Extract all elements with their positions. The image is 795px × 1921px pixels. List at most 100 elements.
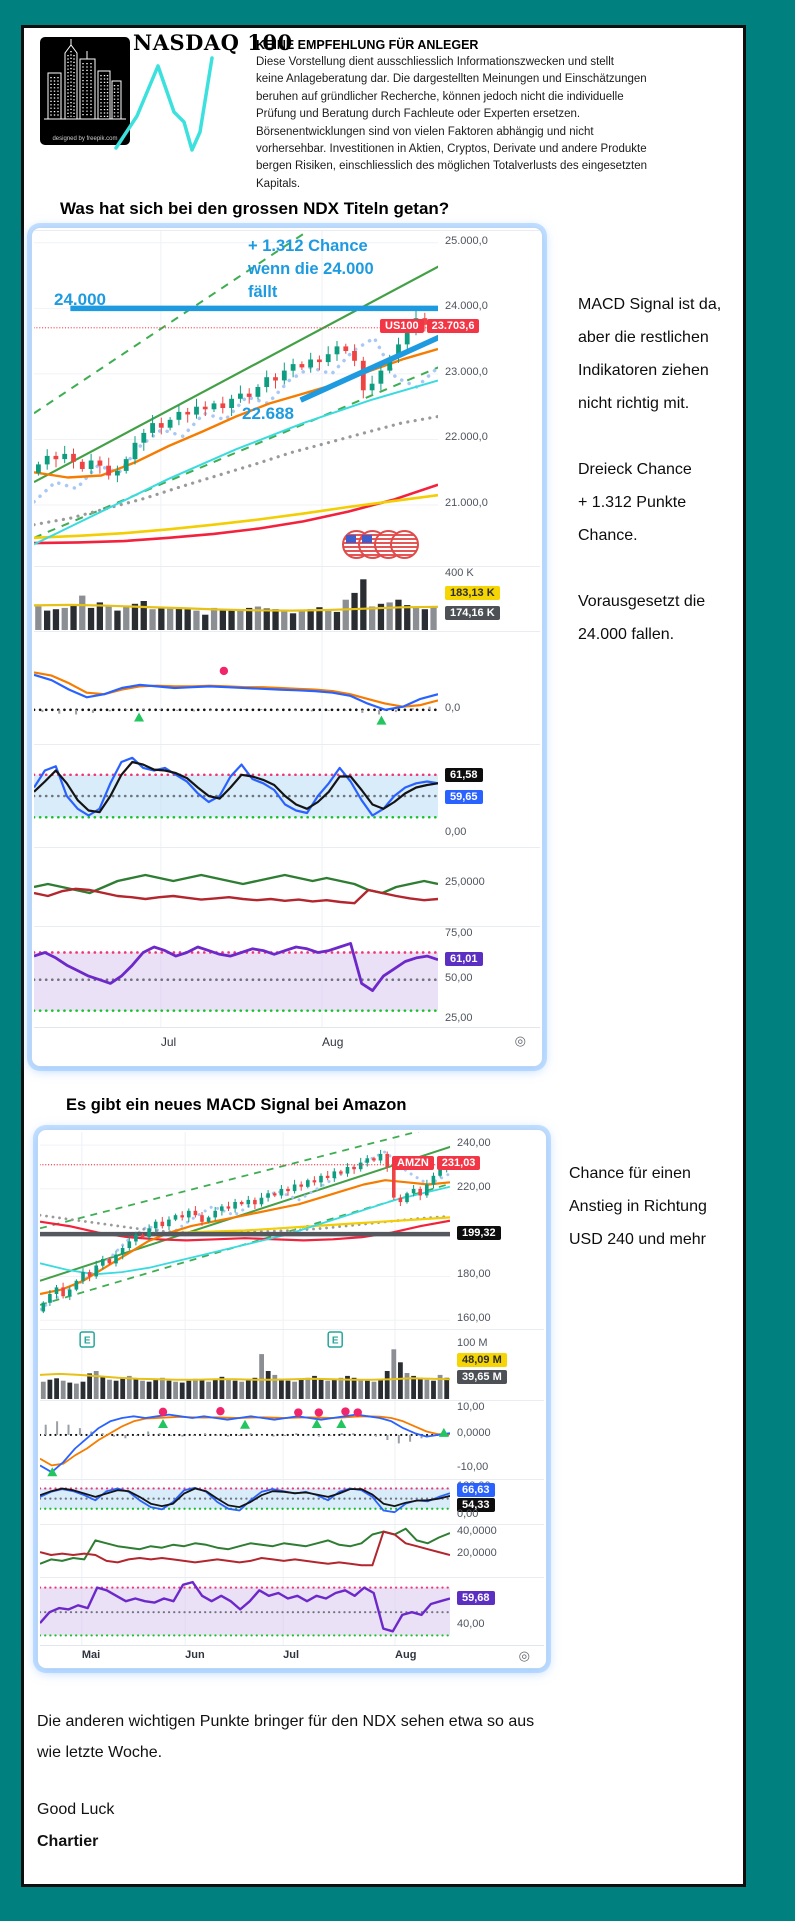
disclaimer: KEINE EMPFEHLUNG FÜR ANLEGER Diese Vorst… [256, 38, 654, 193]
axis-label: 160,00 [457, 1312, 491, 1325]
chart-watermark-icon: ◎ [514, 1033, 526, 1048]
symbol-badge: AMZN [392, 1155, 434, 1170]
text-line: 24.000 fallen. [578, 626, 675, 643]
text-line: Kapitals. [256, 177, 301, 190]
axis-label: 180,00 [457, 1268, 491, 1281]
text-line: keine Anlageberatung dar. Die dargestell… [256, 73, 647, 86]
axis-label: 40,00 [457, 1617, 485, 1630]
text-line: Die anderen wichtigen Punkte bringer für… [37, 1713, 535, 1730]
level-22688-label: 22.688 [242, 404, 294, 423]
text-line: Chance für einen [569, 1165, 691, 1182]
text-line: Prüfung und Beratung durch Fachleute ode… [256, 108, 581, 121]
chart-panel-macd: 10,00 0,0000 -10,00 [40, 1400, 544, 1479]
axis-label: 0,0000 [457, 1426, 491, 1439]
closing-text: Die anderen wichtigen Punkte bringer für… [37, 1706, 637, 1768]
time-axis-label: Mai [81, 1649, 101, 1661]
indicator-value-badge: 59,65 [445, 790, 483, 805]
symbol-price-badge: US100 23.703,6 [380, 318, 480, 333]
chart-panel-macd: 0,0 [34, 631, 540, 744]
axis-label: 10,00 [457, 1401, 485, 1413]
indicator-value-badge: 54,33 [457, 1497, 495, 1512]
author-name: Chartier [37, 1833, 99, 1850]
panel-plot [40, 1525, 450, 1577]
text-line: + 1.312 Punkte [578, 494, 687, 511]
axis-label: 24.000,0 [445, 300, 488, 313]
text-line: bergen Risiken, einschliesslich des mögl… [256, 160, 647, 173]
text-line: Dreieck Chance [578, 461, 692, 478]
text-line: Börsenentwicklungen sind von vielen Fakt… [256, 125, 594, 138]
text-line [578, 552, 753, 585]
text-line: Anstieg in Richtung [569, 1198, 707, 1215]
axis-label: -10,00 [457, 1460, 489, 1473]
axis-label: 100 M [457, 1337, 488, 1350]
text-line: wie letzte Woche. [37, 1744, 163, 1761]
panel-plot [40, 1132, 450, 1329]
axis-label: 22.000,0 [445, 431, 488, 444]
panel-plot [34, 745, 438, 847]
us100-chart: 24.000 + 1.312 Chance wenn die 24.000 fä… [31, 227, 543, 1067]
axis-label: 240,00 [457, 1137, 491, 1150]
time-axis-label: Aug [322, 1035, 344, 1049]
panel-plot [40, 1480, 450, 1524]
section-heading-ndx: Was hat sich bei den grossen NDX Titeln … [60, 199, 450, 218]
indicator-value-badge: 61,01 [445, 951, 483, 966]
text-line: Vorausgesetzt die [578, 593, 706, 610]
axis-label: 25.000,0 [445, 234, 488, 247]
nasdaq-logo: designed by freepik.com [40, 37, 130, 145]
symbol-badge: US100 [380, 318, 424, 333]
panel-plot [34, 632, 438, 744]
indicator-value-badge: 66,63 [457, 1483, 495, 1498]
axis-label: 0,00 [445, 826, 467, 839]
city-skyline-icon [44, 39, 126, 120]
chart-watermark-icon: ◎ [518, 1648, 530, 1663]
logo-credit: designed by freepik.com [52, 136, 118, 142]
time-axis: Jul Aug ◎ [34, 1027, 540, 1064]
panel-plot [40, 1401, 450, 1479]
symbol-price-badge: AMZN 231,03 [392, 1155, 481, 1170]
us-flags-icon [342, 530, 419, 564]
axis-label: 20,0000 [457, 1547, 497, 1560]
commentary-amzn: Chance für einen Anstieg in Richtung USD 2… [569, 1157, 754, 1256]
axis-label: 400 K [445, 567, 474, 579]
indicator-value-badge: 174,16 K [445, 606, 500, 621]
chart-panel-price: 240,00 AMZN 231,03 220,00 199,32 180,00 160,00 [40, 1132, 544, 1329]
text-line: nicht richtig mit. [578, 395, 690, 412]
axis-label: 0,0 [445, 701, 461, 714]
indicator-value-badge: 59,68 [457, 1590, 495, 1605]
text-line [578, 420, 753, 453]
indicator-value-badge: 48,09 M [457, 1352, 507, 1367]
line-chart-icon [114, 56, 214, 152]
chart-panel-adx: 40,0000 20,0000 [40, 1524, 544, 1577]
disclaimer-text: Diese Vorstellung dient ausschliesslich … [256, 54, 654, 193]
text-line: Chance. [578, 527, 638, 544]
indicator-value-badge: 199,32 [457, 1226, 501, 1241]
chart-panel-volume: E E 100 M 48,09 M 39,65 M [40, 1329, 544, 1400]
axis-label: 25,0000 [445, 876, 485, 888]
axis-label: 40,0000 [457, 1525, 497, 1537]
panel-plot [34, 567, 438, 631]
chart-panel-rsi: 59,68 40,00 [40, 1577, 544, 1645]
panel-plot [34, 927, 438, 1027]
time-axis-label: Jul [160, 1035, 177, 1049]
axis-label: 25,00 [445, 1012, 473, 1024]
chart-panel-price: 25.000,0 24.000,0 US100 23.703,6 23.000,0 22.… [34, 230, 540, 566]
time-axis-label: Jul [283, 1649, 300, 1661]
axis-label: 0,00 [457, 1507, 479, 1520]
panel-plot [40, 1578, 450, 1645]
chance-annotation: + 1.312 Chance wenn die 24.000 fällt [248, 237, 374, 301]
axis-label: 50,00 [445, 971, 473, 984]
price-badge: 23.703,6 [426, 318, 480, 333]
price-badge: 231,03 [436, 1155, 481, 1170]
commentary-ndx: MACD Signal ist da, aber die restlichen In… [578, 288, 753, 651]
indicator-value-badge: 183,13 K [445, 585, 500, 600]
text-line: beruhen auf gründlicher Recherche, könne… [256, 90, 624, 103]
text-line: USD 240 und mehr [569, 1231, 706, 1248]
panel-plot [34, 848, 438, 926]
axis-label: 21.000,0 [445, 497, 488, 510]
chart-panel-rsi: 75,00 61,01 50,00 25,00 [34, 926, 540, 1027]
time-axis-label: Aug [395, 1649, 417, 1661]
brand-title: NASDAQ 100 [133, 30, 293, 55]
indicator-value-badge: 39,65 M [457, 1369, 507, 1384]
